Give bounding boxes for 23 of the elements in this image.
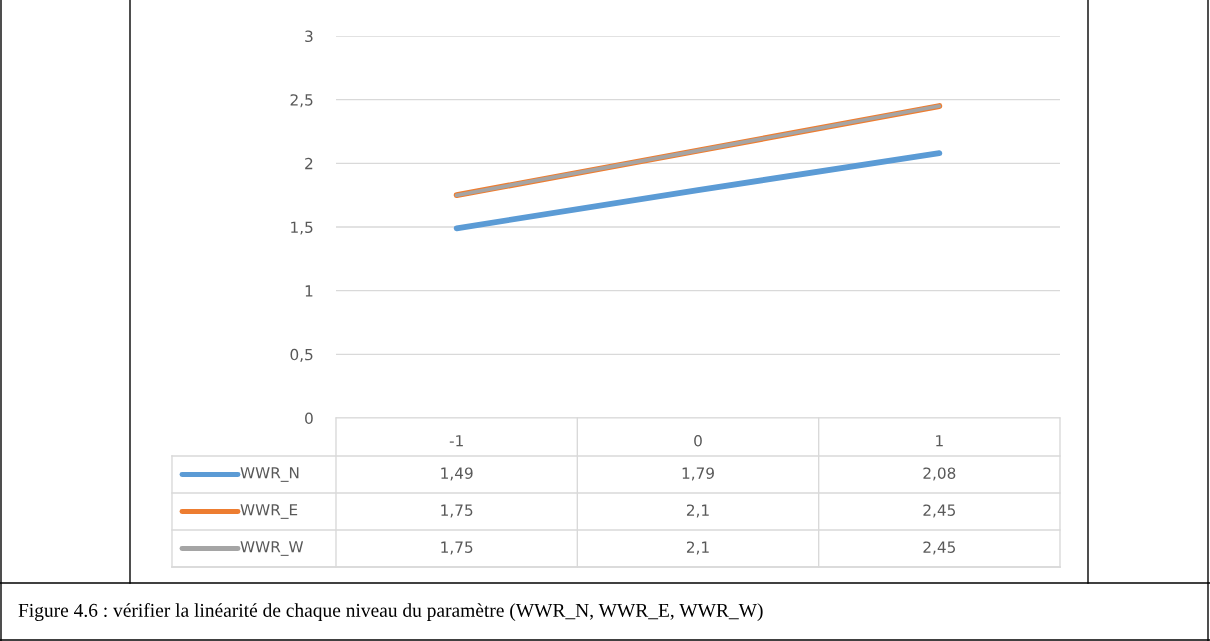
y-tick-label: 1,5 bbox=[291, 221, 313, 235]
data-label: 2,45 bbox=[923, 541, 956, 555]
y-tick-label: 2,5 bbox=[290, 94, 313, 108]
data-label: 2,1 bbox=[686, 541, 709, 555]
data-label: 1,75 bbox=[441, 541, 473, 555]
y-tick-label: 2 bbox=[305, 157, 313, 170]
data-label: 2,08 bbox=[923, 467, 956, 481]
caption: Figure 4.6 : vérifier la linéarité de chaque niveau du paramètre (WWR_N, WWR_E, WWR_W) bbox=[18, 603, 763, 621]
data-label: 1,49 bbox=[441, 467, 473, 481]
x-tick-label: 0 bbox=[694, 434, 702, 447]
x-tick-label: 1 bbox=[936, 435, 943, 447]
data-label: 1,79 bbox=[682, 467, 714, 481]
y-tick-label: 1 bbox=[305, 285, 313, 297]
y-tick-label: 0 bbox=[305, 412, 313, 425]
legend-label: WWR_N bbox=[240, 467, 299, 482]
data-label: 2,1 bbox=[686, 504, 709, 518]
legend-label: WWR_E bbox=[240, 504, 298, 519]
data-label: 2,45 bbox=[923, 504, 956, 518]
data-label: 1,75 bbox=[441, 504, 473, 518]
legend-label: WWR_W bbox=[240, 541, 304, 556]
y-tick-label: 3 bbox=[305, 30, 313, 43]
x-tick-label: -1 bbox=[449, 435, 463, 447]
y-tick-label: 0,5 bbox=[290, 348, 313, 362]
